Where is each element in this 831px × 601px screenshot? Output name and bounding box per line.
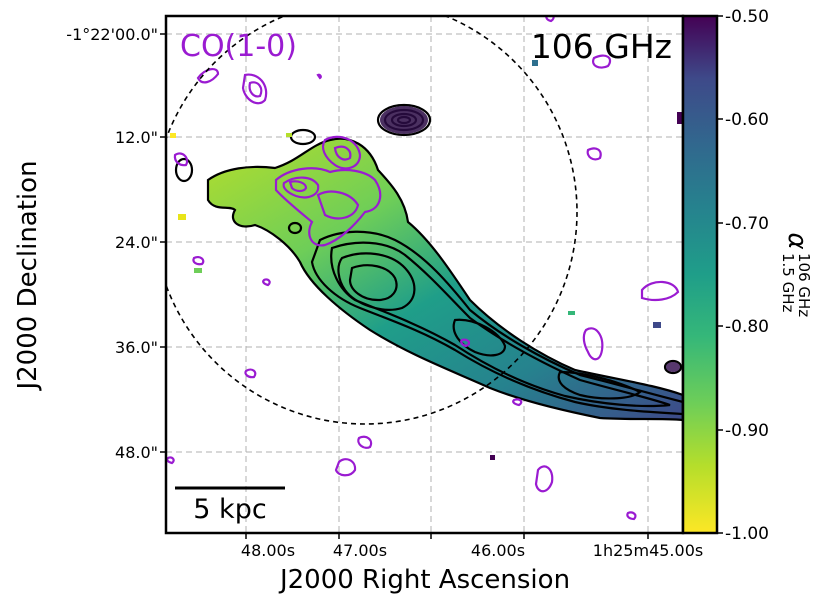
colorbar-tick-label: -0.60: [725, 110, 769, 130]
noise-pixels: [170, 60, 683, 460]
x-tick-label: 48.00s: [241, 541, 295, 560]
y-tick-label: 12.0": [115, 128, 158, 147]
y-tick-label: -1°22'00.0": [66, 25, 158, 44]
x-axis: 48.00s 47.00s 46.00s 1h25m45.00s J2000 R…: [241, 533, 703, 595]
y-tick-label: 24.0": [115, 233, 158, 252]
colorbar-tick-label: -0.50: [725, 7, 769, 27]
colorbar-label-superscript: 106 GHz: [795, 253, 813, 317]
y-tick-label: 36.0": [115, 338, 158, 357]
colorbar-label-subscript: 1.5 GHz: [779, 253, 797, 313]
x-tick-label: 46.00s: [471, 541, 525, 560]
y-axis: -1°22'00.0" 12.0" 24.0" 36.0" 48.0" J200…: [13, 25, 166, 462]
tracer-label: CO(1-0): [180, 29, 297, 64]
continuum-contours: [174, 103, 683, 422]
x-tick-label: 47.00s: [333, 541, 387, 560]
colorbar-tick-label: -0.70: [725, 214, 769, 234]
image-panel: CO(1-0) 106 GHz 5 kpc: [164, 14, 685, 535]
y-axis-label: J2000 Declination: [13, 160, 43, 391]
colorbar-label: α 106 GHz 1.5 GHz: [779, 232, 813, 317]
colorbar-label-symbol: α: [782, 232, 812, 249]
co-contours: [166, 16, 680, 521]
colorbar-tick-label: -1.00: [725, 524, 769, 544]
primary-beam-circle: [166, 16, 578, 425]
colorbar: -0.50 -0.60 -0.70 -0.80 -0.90 -1.00 α 10…: [681, 7, 813, 544]
x-tick-label: 1h25m45.00s: [593, 541, 703, 560]
colorbar-gradient: [683, 16, 717, 533]
x-axis-label: J2000 Right Ascension: [278, 565, 570, 595]
frequency-label: 106 GHz: [531, 27, 672, 66]
y-tick-label: 48.0": [115, 443, 158, 462]
scale-bar-label: 5 kpc: [193, 494, 266, 525]
colorbar-tick-label: -0.90: [725, 421, 769, 441]
edge-source: [666, 362, 680, 372]
coordinate-grid: [166, 16, 683, 533]
colorbar-tick-label: -0.80: [725, 317, 769, 337]
compact-source: [380, 106, 428, 134]
